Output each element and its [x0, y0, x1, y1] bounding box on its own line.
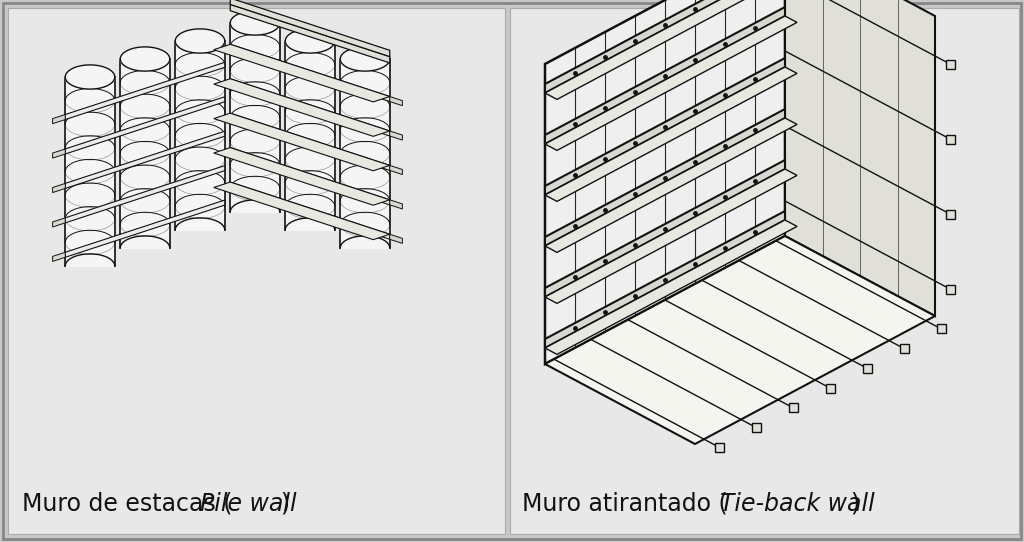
Bar	[8, 8, 505, 534]
Polygon shape	[175, 29, 224, 53]
Polygon shape	[230, 44, 390, 101]
Polygon shape	[66, 65, 115, 89]
Polygon shape	[66, 131, 224, 189]
Bar	[899, 344, 908, 353]
Polygon shape	[545, 7, 785, 144]
Text: Tie-back wall: Tie-back wall	[720, 492, 874, 516]
Polygon shape	[230, 0, 390, 56]
Polygon shape	[545, 67, 797, 202]
Polygon shape	[230, 182, 390, 240]
Polygon shape	[545, 0, 785, 364]
Polygon shape	[390, 131, 402, 140]
Polygon shape	[545, 0, 785, 93]
Polygon shape	[230, 147, 390, 205]
Polygon shape	[52, 252, 66, 261]
Text: ): )	[280, 492, 289, 516]
Polygon shape	[230, 23, 280, 212]
Bar	[715, 443, 724, 451]
Polygon shape	[214, 182, 390, 240]
Polygon shape	[230, 113, 390, 170]
Polygon shape	[120, 236, 170, 248]
Polygon shape	[175, 41, 224, 230]
Polygon shape	[286, 41, 335, 230]
Polygon shape	[66, 200, 224, 257]
Polygon shape	[545, 220, 797, 354]
Polygon shape	[545, 236, 935, 444]
Polygon shape	[52, 218, 66, 227]
Polygon shape	[390, 234, 402, 243]
Bar	[862, 364, 871, 373]
Polygon shape	[390, 200, 402, 209]
Polygon shape	[390, 165, 402, 175]
Bar	[825, 384, 835, 392]
Polygon shape	[66, 77, 115, 266]
Polygon shape	[214, 44, 390, 102]
Polygon shape	[175, 218, 224, 230]
Polygon shape	[545, 169, 797, 304]
Polygon shape	[230, 79, 390, 136]
Polygon shape	[785, 0, 935, 316]
Text: Muro de estacas (: Muro de estacas (	[22, 492, 232, 516]
Text: Muro atirantado (: Muro atirantado (	[522, 492, 728, 516]
Polygon shape	[66, 254, 115, 266]
Bar	[788, 403, 798, 412]
Bar	[945, 60, 954, 68]
Bar	[945, 210, 954, 218]
Polygon shape	[545, 160, 785, 297]
Polygon shape	[545, 0, 797, 99]
Text: ): )	[850, 492, 859, 516]
Polygon shape	[52, 114, 66, 124]
Polygon shape	[545, 16, 797, 150]
Polygon shape	[230, 4, 390, 63]
Polygon shape	[340, 236, 390, 248]
Polygon shape	[390, 96, 402, 106]
Bar	[945, 285, 954, 294]
Text: Pile wall: Pile wall	[200, 492, 297, 516]
Polygon shape	[545, 118, 797, 253]
Polygon shape	[230, 11, 280, 35]
Bar	[510, 8, 1019, 534]
Polygon shape	[340, 59, 390, 248]
Polygon shape	[214, 113, 390, 171]
Polygon shape	[545, 211, 785, 348]
Polygon shape	[66, 62, 224, 120]
Polygon shape	[286, 218, 335, 230]
Polygon shape	[340, 47, 390, 71]
Polygon shape	[120, 47, 170, 71]
Polygon shape	[230, 200, 280, 212]
Polygon shape	[545, 109, 785, 246]
Polygon shape	[214, 79, 390, 137]
Polygon shape	[286, 29, 335, 53]
Bar	[752, 423, 761, 432]
Polygon shape	[120, 59, 170, 248]
Polygon shape	[66, 166, 224, 223]
Polygon shape	[52, 183, 66, 192]
Bar	[937, 324, 945, 333]
Polygon shape	[214, 147, 390, 205]
Polygon shape	[52, 149, 66, 158]
Polygon shape	[66, 96, 224, 154]
Polygon shape	[545, 58, 785, 195]
Bar	[945, 134, 954, 144]
